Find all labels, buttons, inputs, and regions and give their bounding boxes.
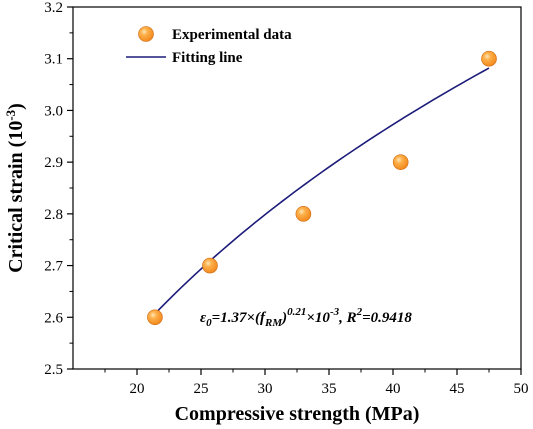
x-tick-label: 25 [194, 381, 209, 397]
legend-label-experimental: Experimental data [172, 27, 292, 43]
scatter-points [147, 50, 497, 326]
data-point [202, 257, 218, 274]
y-tick-label: 2.8 [44, 207, 63, 223]
data-point [147, 309, 163, 326]
legend-marker-experimental [138, 26, 154, 42]
y-axis-title: Critical strain (10-3) [3, 103, 27, 273]
x-tick-label: 45 [450, 381, 465, 397]
y-tick-label: 3.2 [44, 0, 63, 16]
x-tick-label: 50 [514, 381, 529, 397]
x-tick-label: 20 [130, 381, 145, 397]
legend-ball [138, 26, 154, 42]
y-tick-label: 2.6 [44, 310, 63, 326]
legend: Experimental data Fitting line [126, 26, 292, 66]
y-tick-label: 2.5 [44, 362, 63, 378]
y-tick-label: 2.7 [44, 259, 63, 275]
data-point [481, 50, 497, 67]
y-tick-label: 3.1 [44, 52, 63, 68]
x-tick-label: 40 [386, 381, 401, 397]
y-tick-label: 2.9 [44, 155, 63, 171]
equation-annotation: ε0=1.37×(fRM)0.21×10-3, R2=0.9418 [200, 306, 412, 329]
x-tick-label: 30 [258, 381, 273, 397]
x-tick-label: 35 [322, 381, 337, 397]
data-point [392, 154, 409, 170]
x-tick-labels: 20 25 30 35 40 45 50 [130, 381, 529, 397]
fitting-line [154, 67, 490, 315]
legend-label-fitting: Fitting line [172, 50, 243, 66]
x-axis-title: Compressive strength (MPa) [175, 403, 420, 425]
data-point [295, 206, 312, 222]
y-tick-label: 3.0 [44, 103, 63, 119]
y-tick-labels: 2.5 2.6 2.7 2.8 2.9 3.0 3.1 3.2 [44, 0, 63, 378]
axis-ticks [67, 6, 522, 375]
